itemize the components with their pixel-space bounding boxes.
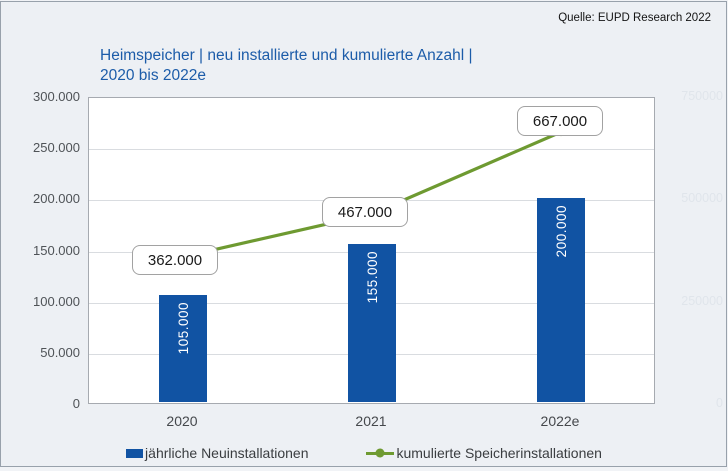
x-axis-label-2021: 2021 [355,413,387,429]
bar-2020: 105.000 [159,295,207,402]
y-axis-tick-label: 250.000 [33,140,80,155]
source-note: Quelle: EUPD Research 2022 [558,12,711,24]
y-axis-tick-label: 150.000 [33,243,80,258]
chart-title-line2: 2020 bis 2022e [100,67,207,84]
gridline [89,149,654,150]
y-axis-tick-label: 50.000 [40,345,80,360]
bar-series-swatch-icon [126,448,144,458]
legend-item-line-series: kumulierte Speicherinstallationen [366,445,602,461]
y-axis-tick-label: 300.000 [33,89,80,104]
bar-2022e: 200.000 [537,198,585,402]
x-axis-label-2020: 2020 [166,413,198,429]
secondary-axis-tick-label: 500000 [681,191,723,205]
plot-area: 105.000 155.000 200.000 [88,97,655,404]
bar-2021: 155.000 [348,244,396,402]
line-series-marker-icon [366,448,395,458]
y-axis-tick-label: 100.000 [33,294,80,309]
y-axis-tick-label: 0 [72,396,80,411]
secondary-axis-tick-label: 0 [716,396,723,410]
line-value-callout: 467.000 [322,197,408,227]
line-value-callout: 362.000 [132,245,218,275]
line-value-callout: 667.000 [517,106,603,136]
secondary-axis-tick-label: 750000 [681,89,723,103]
chart-title-line1: Heimspeicher | neu installierte und kumu… [100,47,473,64]
secondary-axis-tick-label: 250000 [681,294,723,308]
legend-label-bar-series: jährliche Neuinstallationen [145,445,309,461]
x-axis-label-2022e: 2022e [540,413,580,429]
chart-title: Heimspeicher | neu installierte und kumu… [100,46,640,86]
legend-label-line-series: kumulierte Speicherinstallationen [396,445,602,461]
y-axis-tick-label: 200.000 [33,191,80,206]
legend-item-bar-series: jährliche Neuinstallationen [126,445,308,461]
legend: jährliche Neuinstallationen kumulierte S… [0,444,728,462]
